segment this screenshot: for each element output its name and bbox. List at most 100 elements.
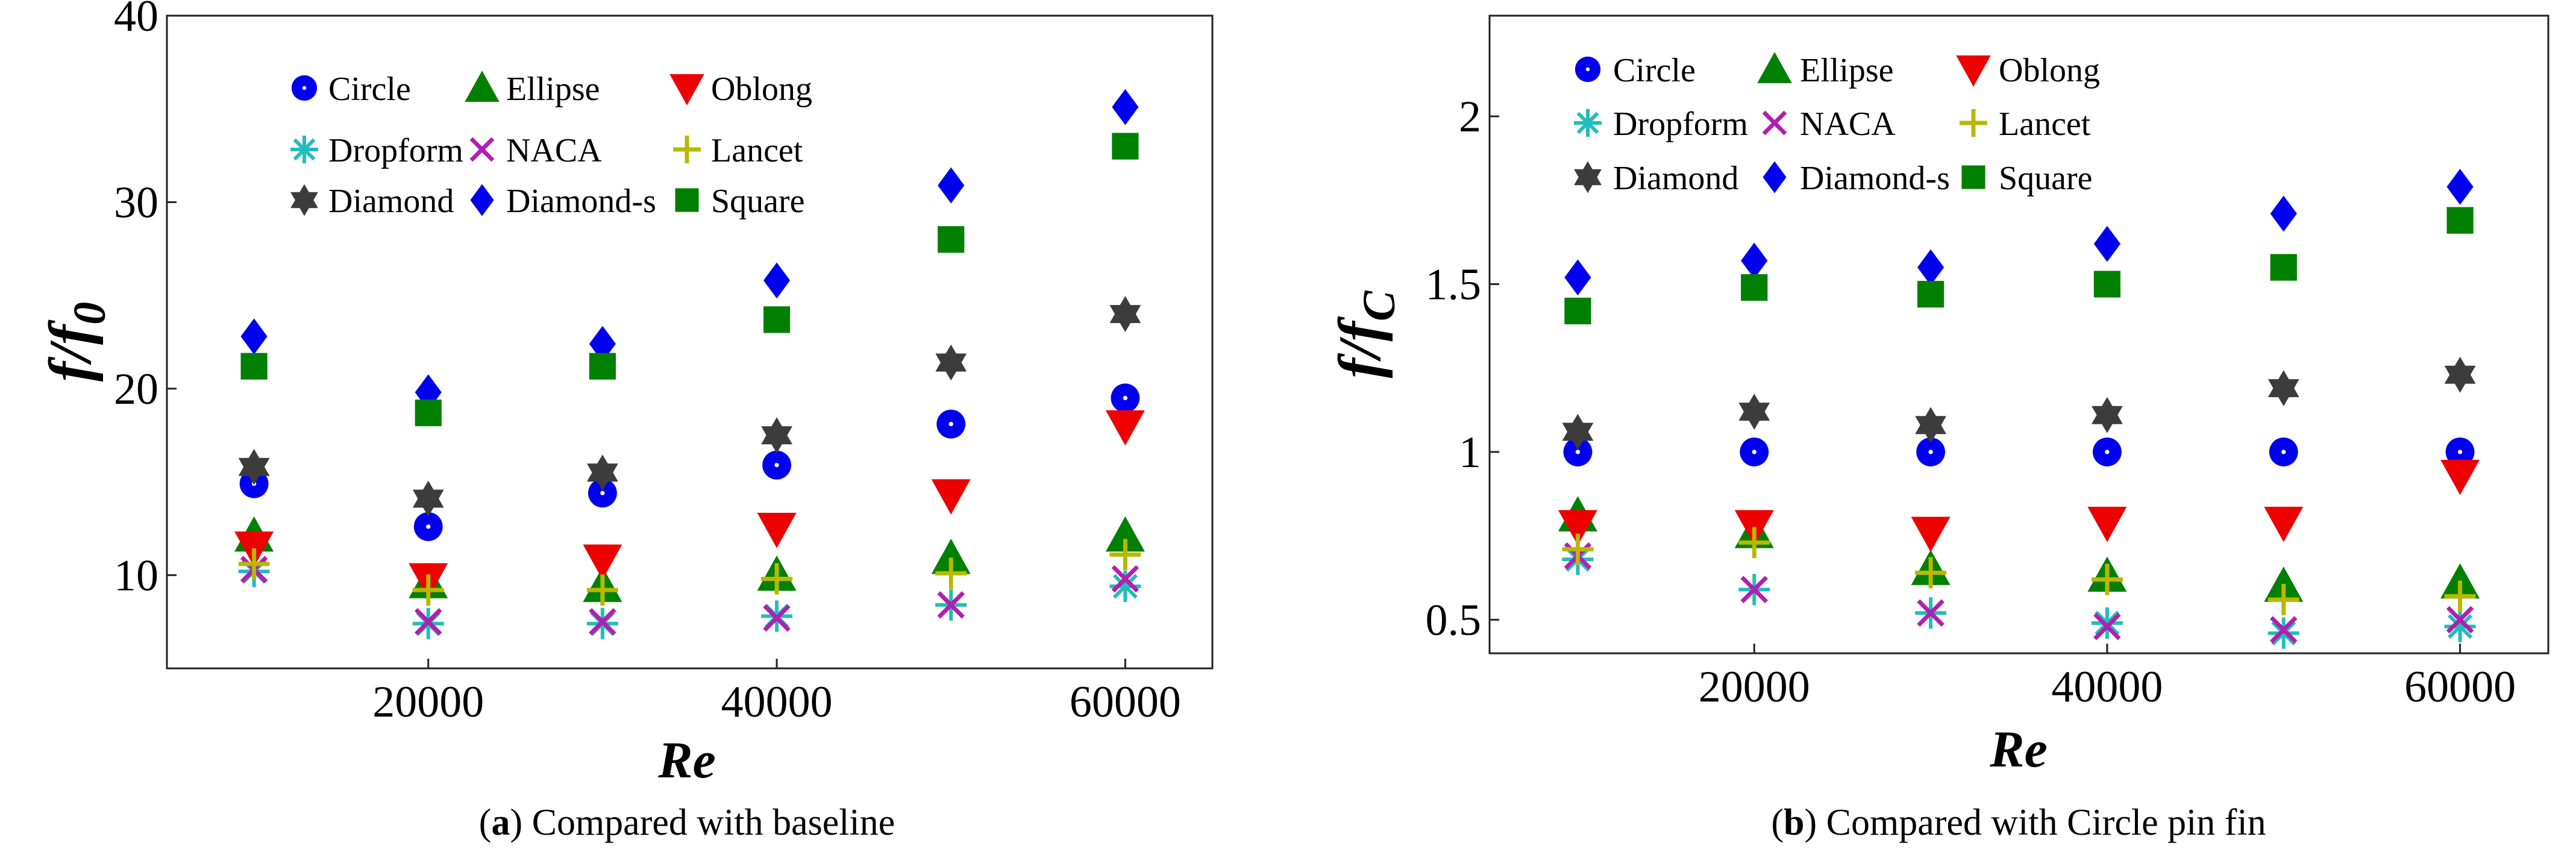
data-point-diamond: [587, 454, 618, 491]
data-point-lancet: [1109, 539, 1141, 571]
data-point-lancet: [1738, 527, 1770, 559]
y-tick-label: 2: [1459, 92, 1481, 142]
data-point-diamond-s: [763, 262, 791, 299]
data-point-lancet: [238, 548, 270, 580]
legend-label: Ellipse: [1800, 52, 1894, 89]
legend-label: Circle: [328, 71, 411, 108]
data-point-naca: [1111, 565, 1139, 593]
data-point-lancet: [586, 574, 618, 606]
data-point-square: [2093, 271, 2121, 298]
data-point-square: [2270, 254, 2297, 281]
legend-label: Diamond: [328, 183, 454, 220]
data-point-diamond-s: [2093, 225, 2121, 262]
data-point-circle: [762, 450, 792, 480]
legend-item-diamond-s: Diamond-s: [1763, 160, 1950, 197]
legend-item-diamond: Diamond: [290, 183, 454, 220]
data-point-square: [763, 306, 791, 333]
data-point-dropform: [1109, 570, 1141, 602]
data-point-naca: [2093, 612, 2121, 641]
data-point-naca: [1917, 599, 1945, 627]
data-point-diamond: [1109, 296, 1141, 332]
data-point-lancet: [935, 557, 967, 589]
data-point-diamond-s: [1112, 89, 1139, 125]
legend-item-ellipse: Ellipse: [1757, 52, 1894, 89]
tick-group-a: 20000 40000 60000 10 20 30 40: [114, 0, 1181, 727]
data-point-diamond: [761, 417, 792, 454]
legend-b: Circle Ellipse Oblong Dropform NACA Lancet Dia…: [1574, 52, 2100, 197]
legend-label: Circle: [1613, 52, 1696, 89]
data-point-dropform: [2444, 611, 2476, 642]
legend-marker-ellipse: [1757, 52, 1792, 83]
legend-marker-diamond-s: [470, 184, 494, 216]
data-point-naca: [414, 607, 442, 636]
legend-item-naca: NACA: [469, 132, 602, 169]
legend-a: Circle Ellipse Oblong Dropform NACA Lancet Dia…: [290, 71, 812, 220]
y-tick-label: 10: [114, 551, 158, 600]
data-point-ellipse: [931, 538, 971, 574]
data-point-circle: [588, 479, 617, 508]
data-point-square: [240, 353, 268, 380]
legend-marker-dropform: [290, 136, 318, 163]
legend-item-dropform: Dropform: [290, 132, 463, 169]
data-point-circle: [936, 409, 966, 439]
legend-item-square: Square: [675, 183, 805, 220]
y-tick-label: 40: [114, 0, 158, 41]
data-point-diamond-s: [1741, 242, 1768, 279]
legend-marker-diamond: [1574, 161, 1602, 193]
legend-marker-lancet: [673, 136, 701, 163]
x-tick-label: 20000: [1699, 662, 1810, 712]
data-point-diamond-s: [1564, 259, 1591, 296]
y-tick-label: 0.5: [1426, 595, 1482, 645]
legend-marker-diamond-s: [1763, 161, 1787, 193]
data-point-diamond: [412, 480, 444, 517]
legend-item-circle: Circle: [1575, 52, 1696, 89]
legend-marker-oblong: [669, 74, 704, 105]
legend-label: Oblong: [1999, 52, 2100, 89]
legend-marker-lancet: [1960, 109, 1987, 137]
data-point-dropform: [2091, 607, 2123, 639]
y-tick-label: 20: [114, 365, 158, 414]
data-point-oblong: [2440, 459, 2480, 495]
data-point-square: [1112, 133, 1139, 160]
data-point-diamond: [2092, 397, 2123, 433]
data-point-square: [1564, 297, 1591, 325]
data-point-diamond-s: [589, 325, 616, 362]
data-point-naca: [937, 591, 965, 619]
legend-label: Dropform: [328, 132, 463, 169]
legend-item-oblong: Oblong: [669, 71, 812, 108]
data-point-oblong: [1105, 410, 1145, 446]
data-point-diamond-s: [2446, 169, 2474, 205]
x-axis-label-a: Re: [657, 731, 716, 789]
data-point-oblong: [2087, 506, 2127, 542]
x-tick-label: 20000: [372, 677, 484, 727]
plot-frame-a: [166, 14, 1214, 670]
data-point-square: [1741, 274, 1768, 301]
data-point-circle: [2445, 437, 2475, 466]
chart-panel-a: 20000 40000 60000 10 20 30 40 Circle Ellipse Obl…: [37, 0, 1214, 843]
data-point-diamond: [1738, 394, 1770, 430]
data-point-diamond-s: [2270, 195, 2297, 232]
data-point-lancet: [1562, 533, 1594, 565]
y-tick-label: 1: [1459, 428, 1481, 477]
legend-marker-circle: [1575, 56, 1601, 83]
legend-label: Ellipse: [506, 71, 600, 108]
x-axis-label-b: Re: [1989, 720, 2048, 778]
plot-frame-b: [1488, 14, 2549, 655]
data-point-naca: [1740, 576, 1769, 603]
x-tick-label: 60000: [2404, 662, 2516, 712]
x-tick-label: 40000: [2051, 662, 2163, 712]
legend-item-naca: NACA: [1762, 105, 1896, 143]
data-point-diamond-s: [240, 318, 268, 355]
legend-marker-naca: [469, 137, 495, 162]
data-point-lancet: [412, 574, 444, 606]
data-point-lancet: [1915, 557, 1947, 589]
legend-marker-oblong: [1956, 55, 1991, 87]
data-point-diamond: [1562, 413, 1594, 450]
legend-item-diamond-s: Diamond-s: [470, 183, 656, 220]
tick-group-b: 20000 40000 60000 0.5 1 1.5 2: [1426, 92, 2516, 712]
x-tick-label: 40000: [721, 677, 833, 727]
data-point-square: [938, 226, 965, 253]
data-point-circle: [2092, 437, 2122, 466]
legend-marker-diamond: [290, 184, 318, 216]
